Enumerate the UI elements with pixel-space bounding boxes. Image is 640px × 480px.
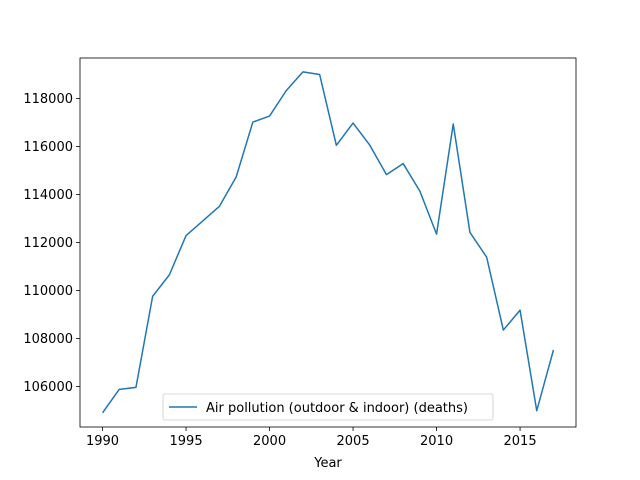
y-tick-label: 114000 xyxy=(23,188,73,203)
series-line-air-pollution xyxy=(101,71,555,414)
x-tick-label: 2015 xyxy=(504,434,537,449)
x-tick-label: 1995 xyxy=(170,434,203,449)
x-axis-label: Year xyxy=(313,456,342,471)
x-tick-label: 1990 xyxy=(86,434,119,449)
y-tick-label: 118000 xyxy=(23,92,73,107)
y-tick-label: 108000 xyxy=(23,332,73,347)
y-tick-label: 110000 xyxy=(23,284,73,299)
x-tick-label: 2000 xyxy=(253,434,286,449)
x-tick-label: 2010 xyxy=(420,434,453,449)
legend: Air pollution (outdoor & indoor) (deaths… xyxy=(162,393,494,421)
legend-entry-label: Air pollution (outdoor & indoor) (deaths… xyxy=(206,401,468,416)
x-axis-ticks: 1990 1995 2000 2005 2010 2015 xyxy=(86,427,537,449)
legend-box xyxy=(162,393,494,421)
plot-frame xyxy=(79,57,577,428)
y-tick-label: 106000 xyxy=(23,380,73,395)
plot-area xyxy=(80,58,576,427)
y-tick-label: 116000 xyxy=(23,140,73,155)
y-axis-ticks: 106000 108000 110000 112000 114000 116000 1180… xyxy=(23,92,80,395)
x-tick-label: 2005 xyxy=(337,434,370,449)
y-tick-label: 112000 xyxy=(23,236,73,251)
